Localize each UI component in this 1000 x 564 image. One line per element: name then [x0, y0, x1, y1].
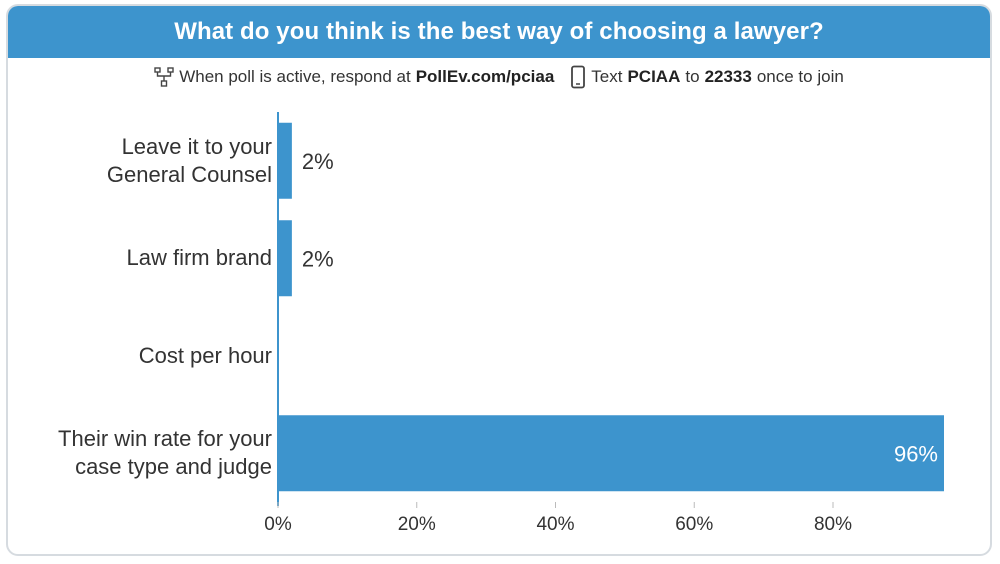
bar	[278, 122, 292, 199]
bar	[278, 220, 292, 297]
category-label-line: Leave it to your	[121, 133, 272, 159]
network-icon	[154, 67, 174, 87]
category-label-line: case type and judge	[75, 454, 272, 480]
category-label-line: General Counsel	[106, 161, 272, 187]
x-tick-label: 80%	[814, 514, 852, 535]
data-label: 2%	[302, 246, 334, 271]
poll-title: What do you think is the best way of cho…	[8, 6, 990, 58]
web-prefix: When poll is active, respond at	[179, 67, 411, 86]
x-tick-label: 40%	[536, 514, 574, 535]
category-label-line: Cost per hour	[138, 342, 272, 368]
x-tick-label: 60%	[675, 514, 713, 535]
category-label-line: Their win rate for your	[58, 426, 272, 452]
x-tick-label: 20%	[398, 514, 436, 535]
text-prefix: Text	[591, 67, 623, 86]
category-label: Cost per hour	[2, 342, 272, 370]
category-label: Their win rate for your case type and jud…	[2, 425, 272, 481]
category-label-line: Law firm brand	[126, 245, 272, 271]
join-instructions: When poll is active, respond at PollEv.c…	[8, 64, 990, 90]
x-tick-label: 0%	[264, 514, 292, 535]
poll-url[interactable]: PollEv.com/pciaa	[415, 67, 555, 86]
category-label: Law firm brand	[2, 244, 272, 272]
category-label: Leave it to your General Counsel	[2, 133, 272, 189]
phone-icon	[570, 65, 586, 89]
data-label: 96%	[894, 441, 938, 466]
text-number: 22333	[704, 67, 752, 86]
text-instructions: Text PCIAA to 22333 once to join	[570, 65, 844, 89]
web-instructions: When poll is active, respond at PollEv.c…	[154, 67, 554, 87]
text-mid: to	[685, 67, 700, 86]
data-label: 2%	[302, 149, 334, 174]
bar	[278, 415, 944, 492]
text-code: PCIAA	[627, 67, 681, 86]
text-suffix: once to join	[756, 67, 844, 86]
